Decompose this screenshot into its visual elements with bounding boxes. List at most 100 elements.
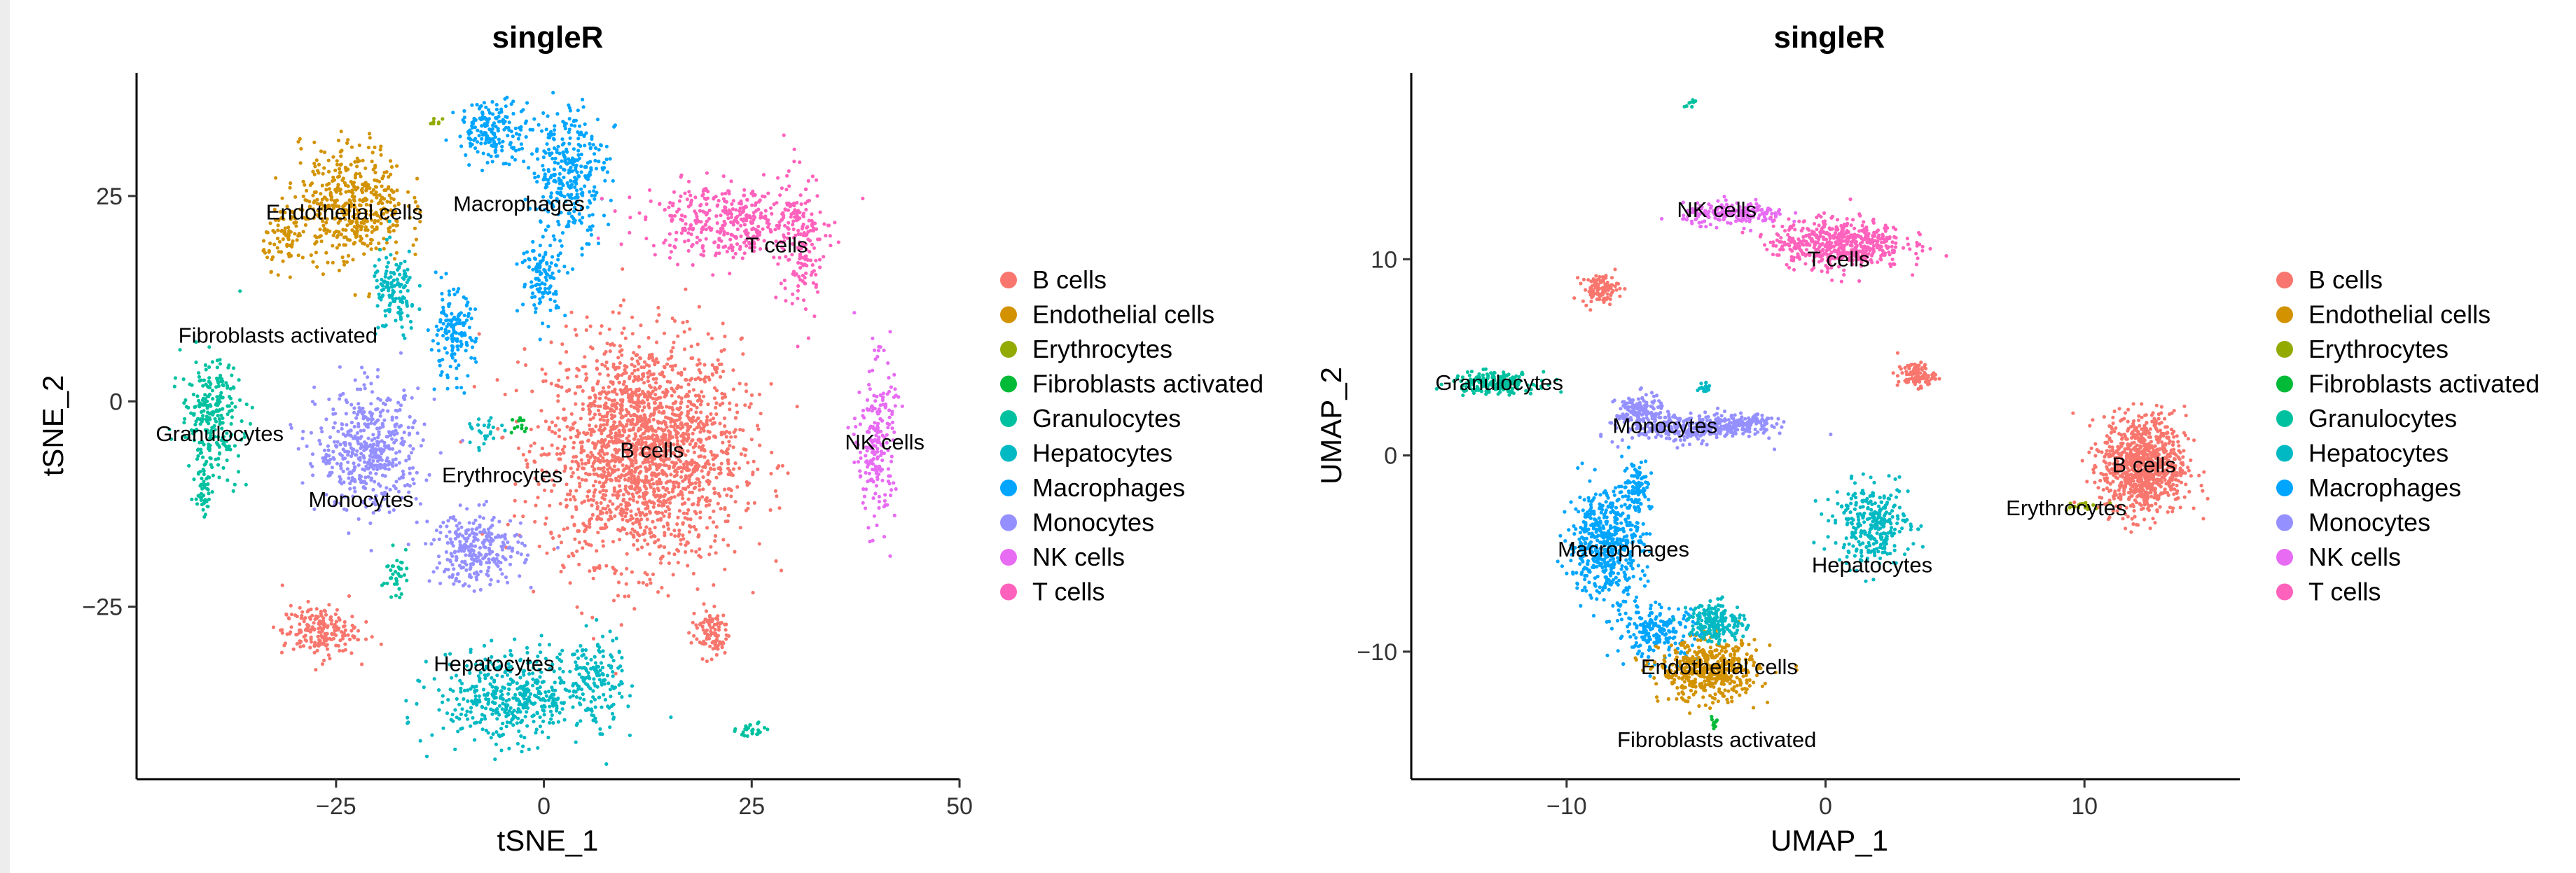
cell-point [352, 468, 356, 473]
cell-point [534, 283, 538, 288]
cell-point [319, 239, 324, 244]
cell-point [569, 426, 574, 431]
cell-point [601, 544, 606, 548]
cell-point [599, 144, 604, 148]
cell-point [441, 305, 445, 309]
cell-point [575, 649, 579, 653]
cell-point [703, 630, 707, 635]
cell-point [441, 700, 445, 704]
cell-point [560, 231, 565, 235]
cell-point [385, 237, 389, 242]
cell-point [332, 625, 336, 629]
cell-point [623, 368, 627, 372]
cell-point [611, 540, 616, 544]
cell-point [368, 521, 373, 526]
cell-point [637, 375, 641, 379]
cell-point [623, 467, 627, 471]
cell-point [597, 564, 602, 568]
cell-point [379, 642, 383, 646]
cell-point [345, 141, 349, 145]
cell-point [641, 432, 645, 436]
cell-point [685, 319, 689, 323]
cell-point [592, 494, 596, 498]
cell-point [571, 694, 575, 698]
cell-point [548, 503, 552, 508]
cell-point [541, 235, 545, 239]
cell-point [656, 518, 660, 522]
cell-point [483, 717, 487, 721]
cell-point [310, 400, 314, 404]
cell-point [636, 475, 640, 480]
cell-point [705, 420, 709, 424]
cell-point [387, 227, 391, 231]
cell-point [544, 278, 549, 282]
cell-point [580, 654, 584, 658]
cell-point [404, 459, 408, 463]
cell-point [596, 242, 601, 246]
cell-point [425, 519, 429, 524]
cell-point [411, 447, 415, 451]
cell-point [685, 422, 690, 426]
cell-point [558, 361, 562, 365]
cell-point [477, 448, 481, 452]
cell-point [612, 398, 617, 403]
cell-point [774, 559, 778, 564]
cell-point [473, 738, 477, 742]
cell-point [444, 272, 448, 276]
cell-point [571, 267, 575, 271]
cell-point [463, 321, 467, 325]
cell-point [604, 493, 608, 498]
cell-point [673, 534, 677, 538]
cell-point [293, 195, 298, 199]
cell-point [480, 705, 485, 709]
cell-point [579, 221, 583, 225]
cell-point [597, 148, 601, 152]
cell-point [639, 323, 643, 328]
cell-point [660, 442, 665, 446]
cell-point [636, 428, 641, 433]
cell-point [515, 741, 520, 746]
cell-point [688, 525, 693, 529]
cell-point [272, 230, 277, 235]
cell-point [522, 159, 526, 164]
cell-point [682, 330, 686, 334]
cell-point [648, 463, 652, 468]
cell-point [407, 456, 411, 461]
cell-point [752, 501, 756, 505]
cell-point [572, 445, 576, 450]
cell-point [450, 676, 454, 680]
cell-point [710, 453, 714, 457]
cell-point [705, 414, 709, 419]
cell-point [482, 643, 487, 648]
cell-point [688, 517, 693, 522]
cell-point [535, 180, 539, 184]
cell-point [677, 529, 681, 533]
cell-point [654, 357, 658, 361]
cell-point [569, 186, 574, 190]
cell-point [712, 583, 716, 587]
cell-point [697, 454, 701, 459]
cell-point [450, 312, 454, 316]
cell-point [647, 369, 652, 373]
cell-point [676, 334, 680, 338]
cell-point [618, 475, 623, 480]
cell-point [424, 754, 429, 759]
cell-point [598, 331, 602, 335]
cell-point [315, 265, 319, 269]
cell-point [343, 183, 348, 188]
cell-point [690, 439, 694, 443]
cell-point [464, 713, 468, 718]
cell-point [665, 521, 670, 526]
cell-point [646, 402, 651, 406]
cell-point [565, 162, 569, 166]
cell-point [596, 379, 600, 384]
cell-point [358, 458, 362, 462]
cell-point [698, 394, 702, 398]
cell-point [709, 412, 713, 417]
cell-point [384, 272, 388, 276]
cell-point [600, 484, 604, 489]
cell-point [609, 510, 613, 515]
cell-point [582, 697, 586, 702]
cell-point [611, 502, 615, 506]
cell-point [719, 375, 723, 379]
